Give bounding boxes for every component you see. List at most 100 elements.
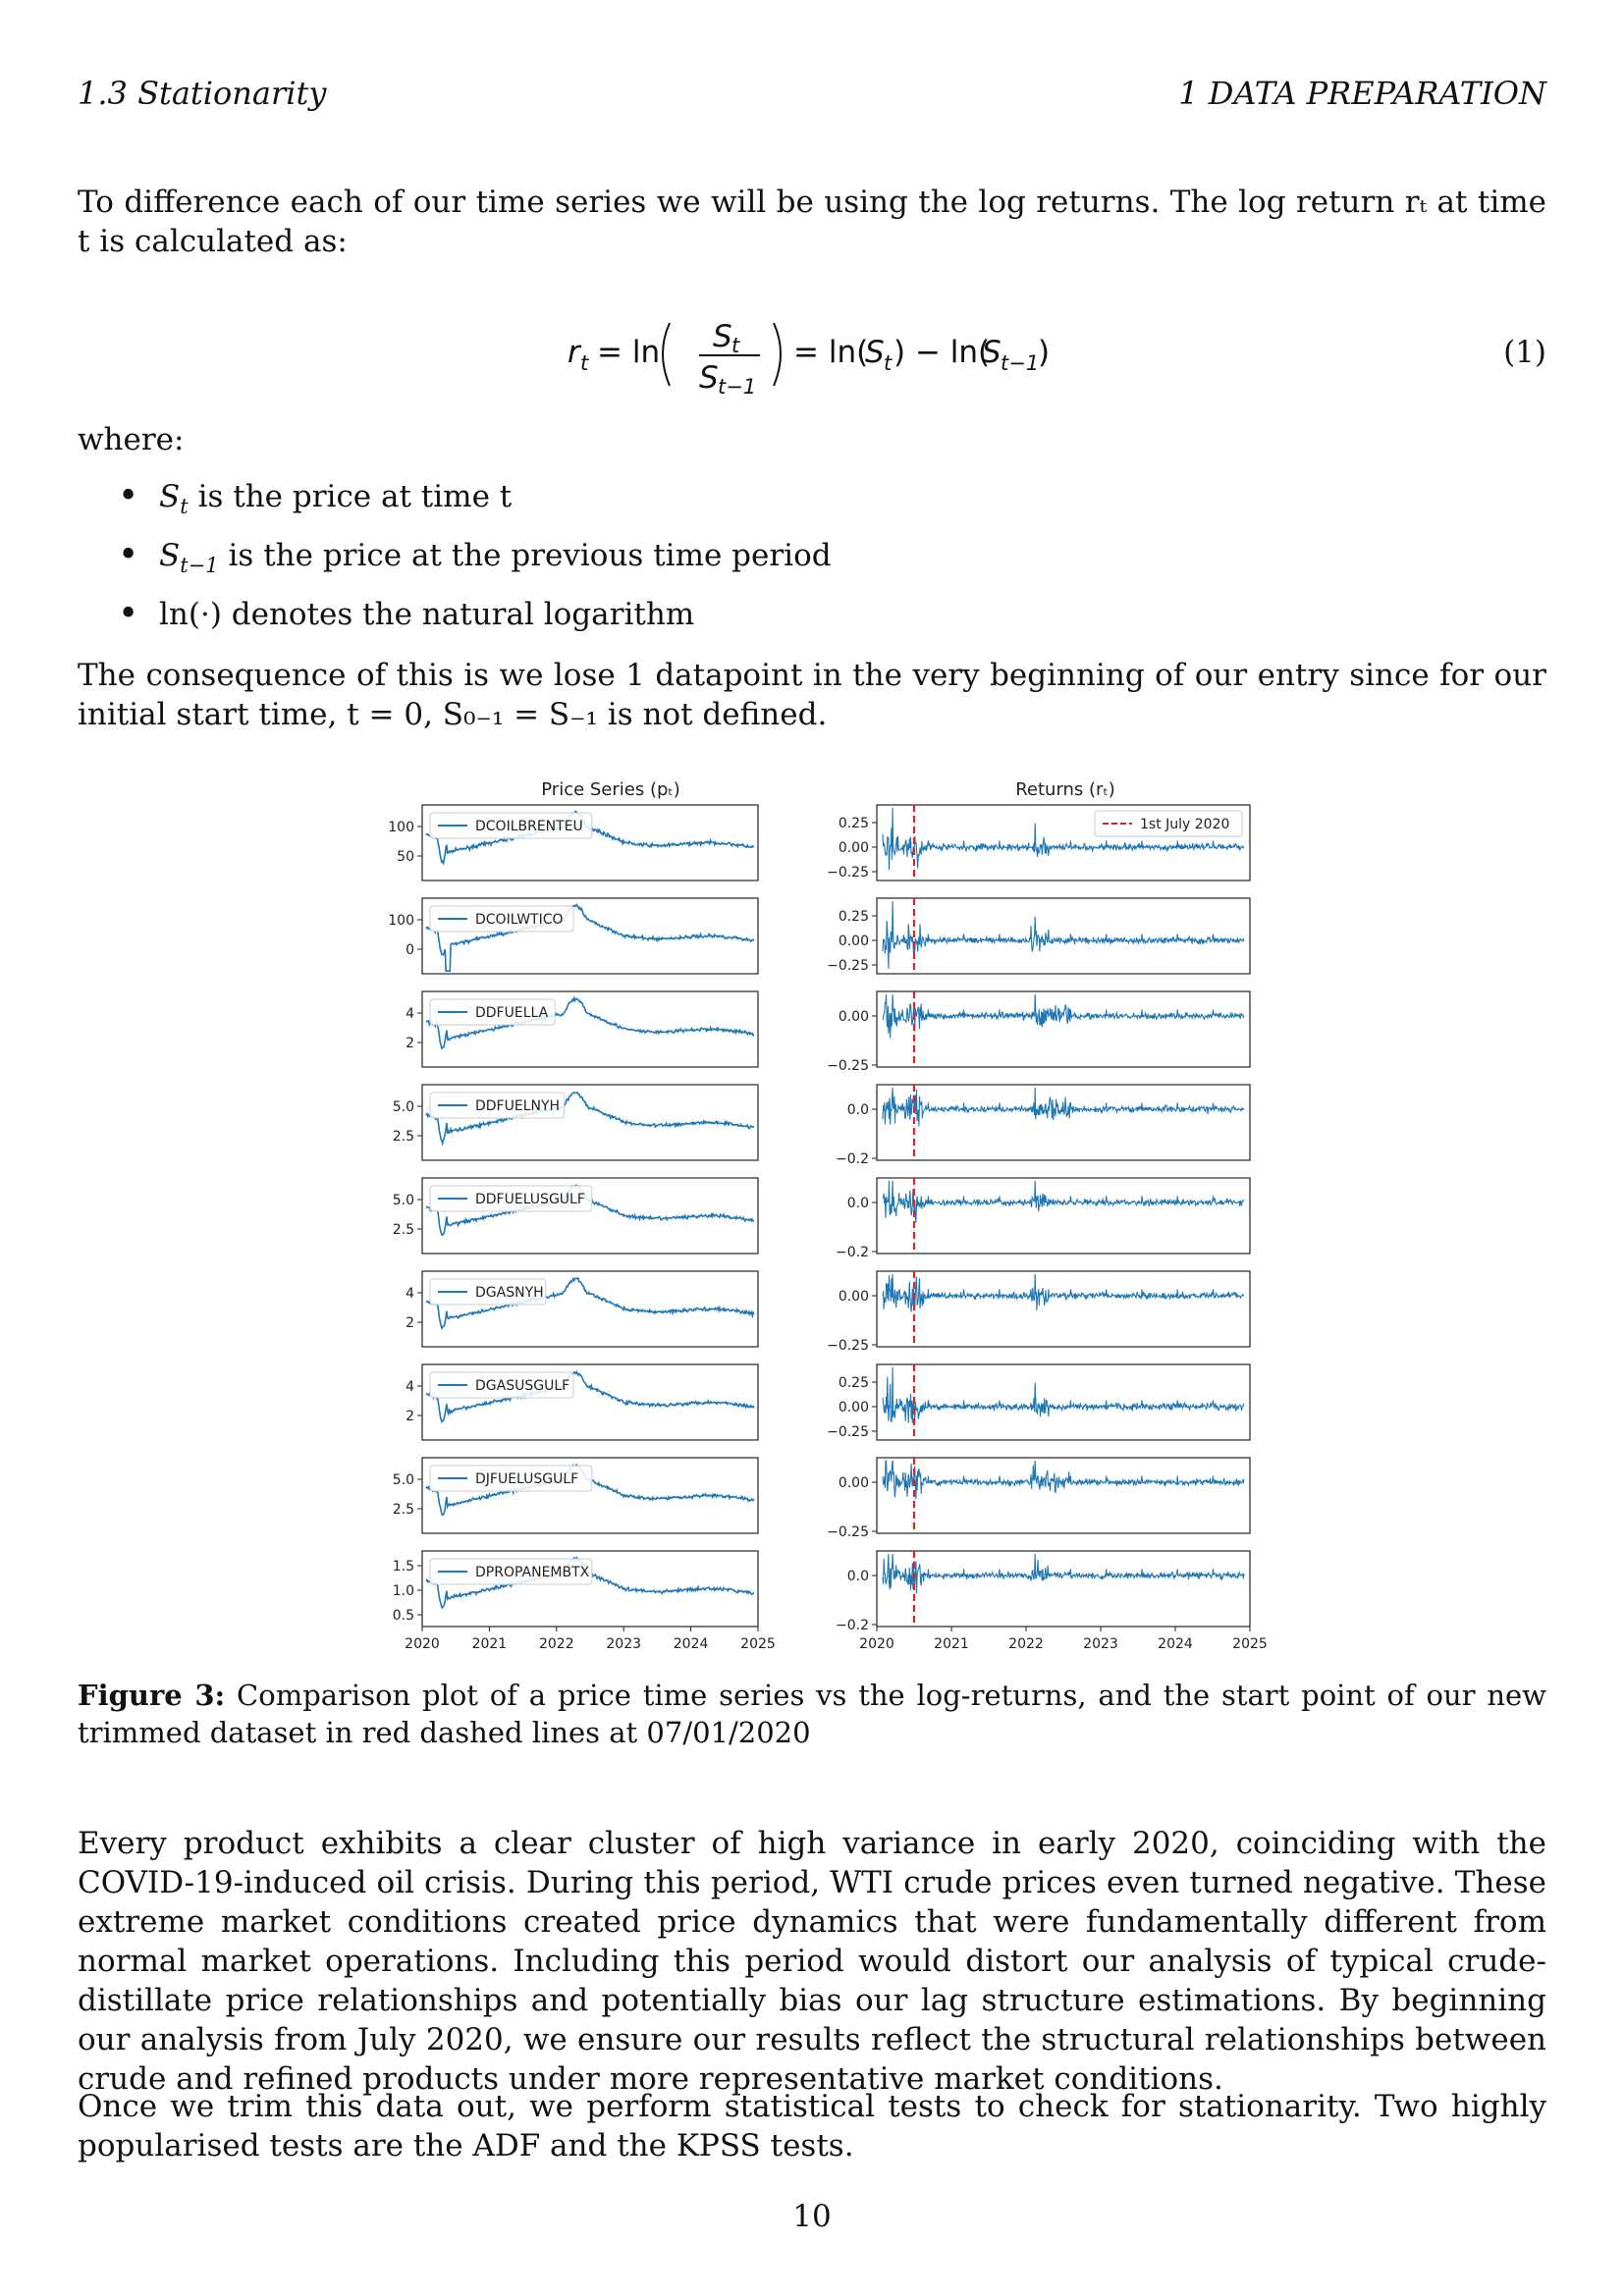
svg-text:S: S bbox=[982, 335, 1001, 370]
x-tick-label: 2021 bbox=[472, 1636, 508, 1649]
y-tick-label: −0.25 bbox=[827, 1338, 869, 1354]
returns-series-line bbox=[882, 1180, 1245, 1223]
y-tick-label: 0.25 bbox=[839, 909, 869, 925]
y-tick-label: 0.00 bbox=[839, 1289, 869, 1305]
price-panel-frame bbox=[421, 1363, 759, 1441]
legend-box bbox=[429, 1092, 566, 1119]
price-panel-frame bbox=[421, 1270, 759, 1348]
page-number: 10 bbox=[792, 2199, 832, 2234]
y-tick-label: 0.0 bbox=[847, 1569, 869, 1584]
x-tick-label: 2024 bbox=[674, 1636, 709, 1649]
y-tick-label: 100 bbox=[388, 820, 414, 835]
legend-label: DGASNYH bbox=[475, 1285, 544, 1301]
returns-panel-frame bbox=[876, 1270, 1251, 1348]
y-tick-label: −0.2 bbox=[836, 1618, 869, 1633]
returns-series-line bbox=[882, 1553, 1245, 1594]
y-tick-label: 4 bbox=[406, 1006, 414, 1022]
y-tick-label: 4 bbox=[406, 1286, 414, 1302]
y-tick-label: 1.0 bbox=[393, 1583, 414, 1599]
price-panel-frame bbox=[421, 990, 759, 1068]
consequence-paragraph: The consequence of this is we lose 1 dat… bbox=[78, 658, 1546, 732]
y-tick-label: 2.5 bbox=[393, 1222, 414, 1238]
returns-series-line bbox=[882, 993, 1245, 1039]
price-legend: DGASUSGULF bbox=[429, 1371, 574, 1399]
y-tick-label: −0.25 bbox=[827, 958, 869, 974]
y-tick-label: 0.0 bbox=[847, 1102, 869, 1118]
svg-text:= ln: = ln bbox=[597, 335, 660, 370]
legend-box bbox=[429, 905, 574, 933]
y-tick-label: 0.00 bbox=[839, 840, 869, 856]
price-panel-frame bbox=[421, 804, 759, 881]
y-tick-label: 0.00 bbox=[839, 1475, 869, 1491]
legend-label: DJFUELUSGULF bbox=[475, 1471, 578, 1487]
legend-box bbox=[429, 1185, 593, 1212]
list-item: ln(·) denotes the natural logarithm bbox=[118, 595, 832, 654]
x-tick-label: 2023 bbox=[606, 1636, 641, 1649]
figure-caption: Figure 3: Comparison plot of a price tim… bbox=[78, 1677, 1546, 1751]
discussion-paragraph: Every product exhibits a clear cluster o… bbox=[78, 1826, 1546, 2097]
returns-series-line bbox=[882, 807, 1245, 871]
closing-paragraph: Once we trim this data out, we perform s… bbox=[78, 2089, 1546, 2163]
returns-panel-frame bbox=[876, 897, 1251, 975]
legend-label: DDFUELUSGULF bbox=[475, 1192, 585, 1207]
y-tick-label: 0.00 bbox=[839, 1009, 869, 1025]
x-tick-label: 2022 bbox=[1008, 1636, 1044, 1649]
svg-text:): ) bbox=[1038, 335, 1050, 370]
list-item: St is the price at time t bbox=[118, 477, 832, 536]
svg-text:) − ln(: ) − ln( bbox=[893, 335, 990, 370]
returns-panel-frame bbox=[876, 804, 1251, 881]
price-legend: DDFUELLA bbox=[429, 998, 556, 1026]
returns-panel-frame bbox=[876, 1177, 1251, 1255]
legend-label: DPROPANEMBTX bbox=[475, 1565, 590, 1580]
price-legend: DCOILWTICO bbox=[429, 905, 574, 933]
svg-text:S: S bbox=[699, 360, 719, 396]
returns-panel-frame bbox=[876, 1084, 1251, 1161]
y-tick-label: 0.25 bbox=[839, 1375, 869, 1391]
x-tick-label: 2021 bbox=[934, 1636, 969, 1649]
price-chart-title: Price Series (pₜ) bbox=[541, 779, 680, 800]
x-tick-label: 2020 bbox=[859, 1636, 894, 1649]
legend-label: DCOILBRENTEU bbox=[475, 819, 583, 834]
caption-label: Figure 3: bbox=[78, 1679, 226, 1712]
figure-3-chart: Price Series (pₜ) Returns (rₜ) DCOILBREN… bbox=[388, 779, 1268, 1649]
returns-panel-frame bbox=[876, 1550, 1251, 1628]
price-legend: DDFUELUSGULF bbox=[429, 1185, 593, 1212]
svg-text:r: r bbox=[568, 335, 582, 370]
intro-paragraph: To difference each of our time series we… bbox=[78, 185, 1546, 259]
legend-label: DGASUSGULF bbox=[475, 1378, 569, 1394]
price-panel-frame bbox=[421, 1457, 759, 1534]
legend-label: DDFUELLA bbox=[475, 1005, 549, 1021]
svg-text:= ln(: = ln( bbox=[793, 335, 868, 370]
y-tick-label: 5.0 bbox=[393, 1193, 414, 1208]
y-tick-label: 2 bbox=[406, 1036, 414, 1051]
price-panel-frame bbox=[421, 897, 759, 975]
y-tick-label: 0.5 bbox=[393, 1608, 414, 1624]
caption-text: Comparison plot of a price time series v… bbox=[78, 1679, 1546, 1749]
y-tick-label: 4 bbox=[406, 1379, 414, 1395]
legend-label: DCOILWTICO bbox=[475, 912, 564, 928]
header-section: 1.3 Stationarity bbox=[78, 75, 327, 112]
svg-text:S: S bbox=[713, 319, 732, 354]
y-tick-label: −0.25 bbox=[827, 865, 869, 881]
list-item: St−1 is the price at the previous time p… bbox=[118, 536, 832, 595]
y-tick-label: 0.0 bbox=[847, 1196, 869, 1211]
price-series-line bbox=[425, 1091, 755, 1147]
y-tick-label: −0.2 bbox=[836, 1245, 869, 1260]
x-tick-label: 2020 bbox=[405, 1636, 440, 1649]
returns-series-line bbox=[882, 900, 1245, 969]
x-tick-label: 2024 bbox=[1158, 1636, 1193, 1649]
y-tick-label: −0.25 bbox=[827, 1058, 869, 1074]
y-tick-label: −0.2 bbox=[836, 1151, 869, 1167]
legend-box bbox=[429, 1278, 547, 1306]
price-series-line bbox=[425, 1276, 755, 1331]
y-tick-label: 50 bbox=[397, 849, 414, 865]
svg-text:t−1: t−1 bbox=[718, 375, 756, 398]
legend-label: 1st July 2020 bbox=[1140, 817, 1229, 832]
returns-series-line bbox=[882, 1460, 1245, 1500]
y-tick-label: 0.00 bbox=[839, 1400, 869, 1415]
svg-text:t: t bbox=[731, 334, 740, 357]
svg-text:S: S bbox=[865, 335, 885, 370]
x-tick-label: 2022 bbox=[539, 1636, 574, 1649]
y-tick-label: 0 bbox=[406, 942, 414, 958]
